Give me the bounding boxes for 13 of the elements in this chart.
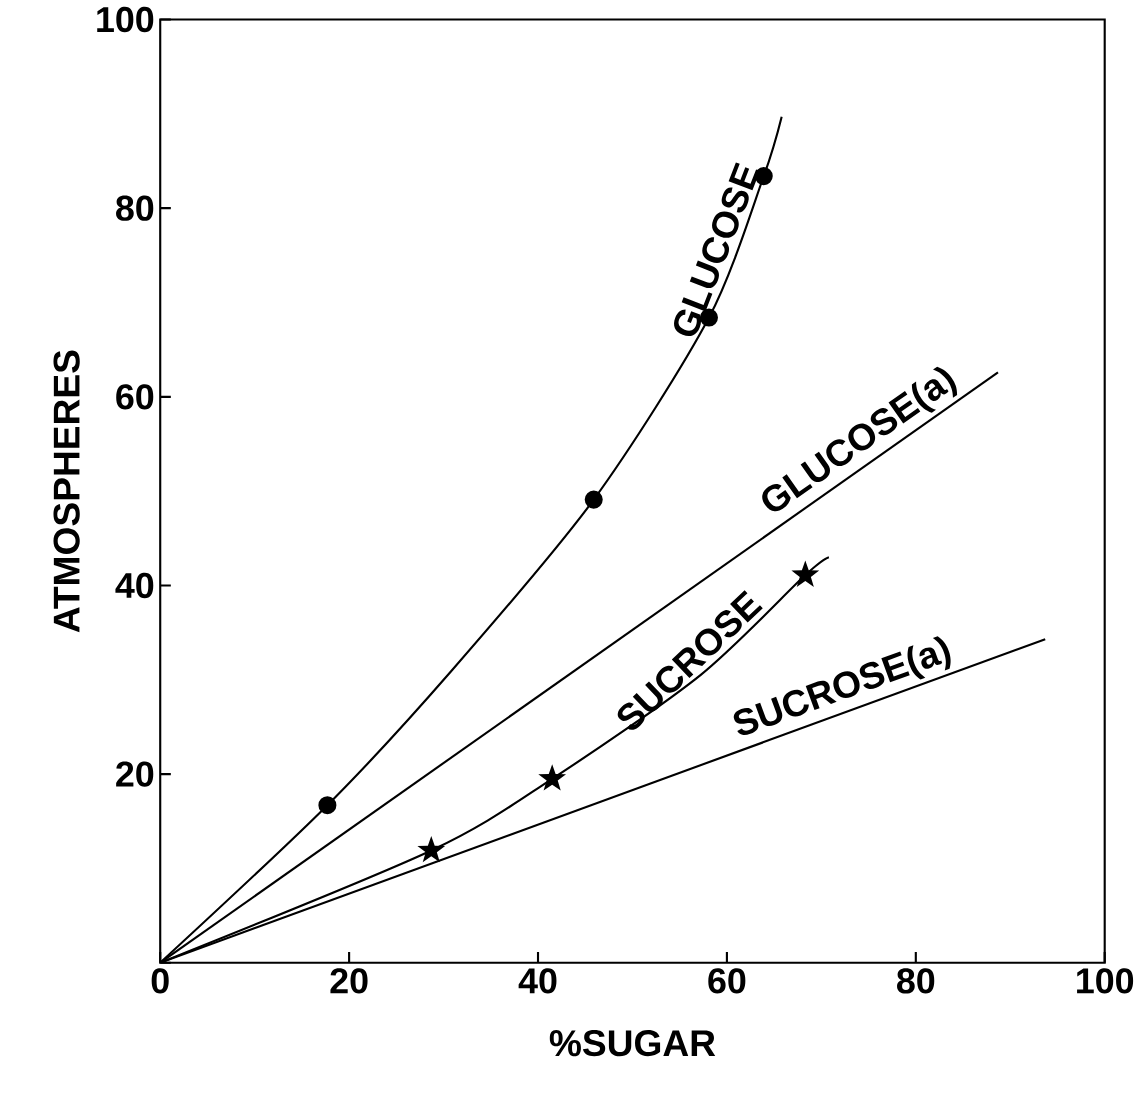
x-tick-label: 0 xyxy=(151,968,169,994)
x-tick-label: 60 xyxy=(708,968,746,994)
x-tick-label: 40 xyxy=(518,968,557,994)
y-tick-label: 20 xyxy=(116,761,154,787)
y-tick-label: 100 xyxy=(97,6,154,33)
x-tick-label: 80 xyxy=(897,968,935,994)
y-tick-label: 40 xyxy=(115,572,154,598)
x-tick-label: 100 xyxy=(1077,968,1134,994)
x-tick-label: 20 xyxy=(330,968,368,994)
y-tick-label: 80 xyxy=(116,195,154,221)
y-axis-title: ATMOSPHERES xyxy=(53,350,80,633)
x-axis-title: %SUGAR xyxy=(549,1029,716,1057)
y-tick-label: 60 xyxy=(116,383,154,410)
